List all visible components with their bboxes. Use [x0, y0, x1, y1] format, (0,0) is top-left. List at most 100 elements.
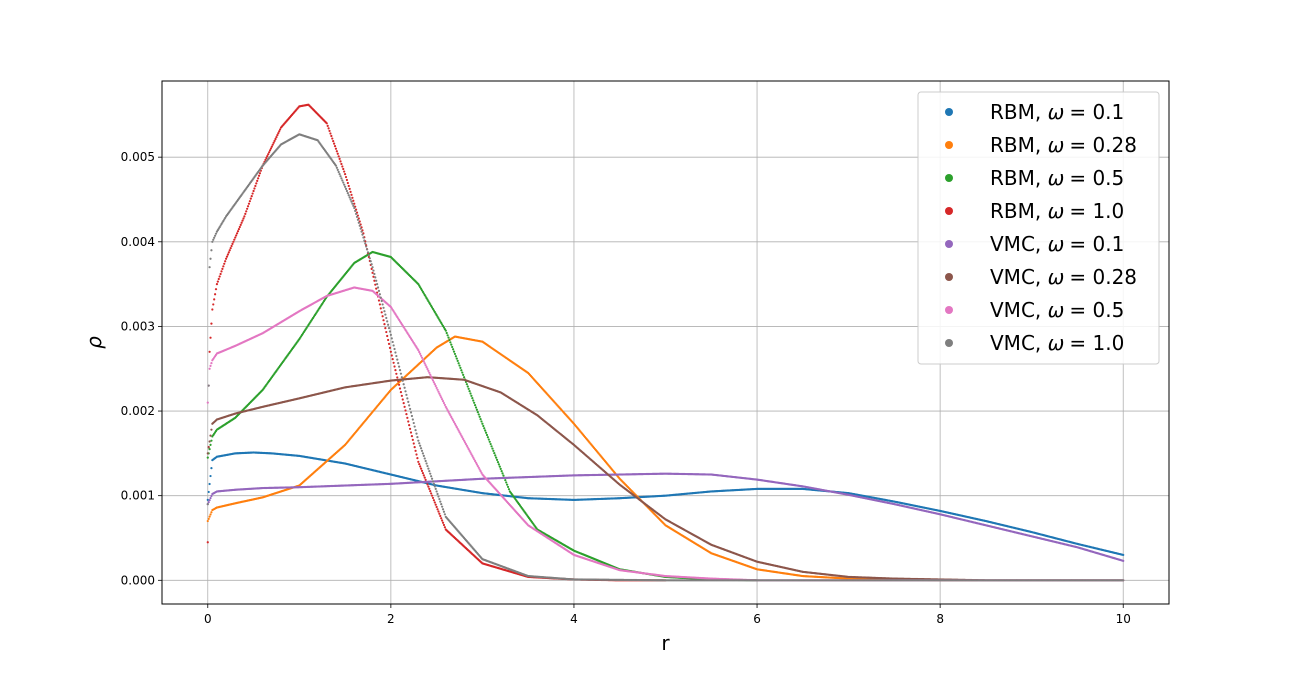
data-point: [466, 385, 469, 388]
data-point: [224, 257, 228, 260]
data-point: [393, 365, 396, 368]
data-point: [438, 512, 441, 515]
data-point: [207, 501, 210, 504]
data-point: [332, 139, 335, 143]
data-point: [413, 446, 416, 449]
data-point: [499, 467, 502, 470]
data-point: [406, 416, 409, 419]
data-point: [329, 132, 332, 135]
data-point: [408, 427, 412, 430]
data-point: [440, 517, 443, 520]
data-point: [223, 262, 226, 265]
data-point: [278, 130, 281, 133]
data-point: [340, 162, 343, 166]
data-point: [491, 447, 494, 450]
data-point: [504, 479, 507, 482]
data-point: [335, 150, 338, 153]
data-point: [439, 514, 442, 518]
data-point: [401, 398, 404, 401]
data-point: [375, 287, 378, 290]
data-point: [333, 142, 336, 145]
data-point: [447, 336, 450, 339]
data-point: [467, 387, 470, 390]
data-point: [221, 267, 224, 270]
data-point: [407, 420, 410, 423]
data-point: [380, 311, 383, 314]
data-point: [224, 260, 227, 263]
data-point: [246, 207, 249, 210]
data-point: [410, 435, 414, 438]
data-point: [235, 234, 238, 237]
data-point: [242, 217, 245, 220]
data-point: [471, 397, 474, 400]
data-point: [219, 272, 222, 276]
data-point: [212, 303, 215, 306]
data-point: [384, 327, 387, 330]
data-point: [496, 461, 500, 464]
data-point: [345, 178, 349, 182]
data-point: [338, 157, 341, 160]
data-point: [257, 174, 261, 177]
data-point: [473, 401, 476, 404]
data-point: [449, 341, 452, 344]
data-point: [273, 139, 276, 142]
data-point: [222, 265, 225, 268]
data-point: [208, 350, 211, 353]
data-point: [342, 167, 345, 171]
data-point: [328, 129, 331, 133]
data-point: [343, 170, 346, 173]
data-point: [226, 253, 230, 256]
data-point: [331, 137, 334, 140]
data-point: [441, 521, 445, 524]
data-point: [402, 402, 405, 405]
data-point: [371, 271, 374, 274]
series-4: [206, 472, 1125, 562]
data-point: [474, 406, 478, 409]
data-point: [208, 367, 211, 370]
data-point: [381, 315, 384, 318]
data-point: [419, 465, 422, 468]
data-point: [211, 308, 214, 311]
data-point: [416, 457, 419, 460]
data-point: [232, 240, 235, 243]
data-point: [487, 438, 490, 441]
data-point: [497, 463, 500, 466]
data-point: [506, 485, 510, 489]
data-point: [378, 303, 381, 306]
data-point: [216, 280, 219, 283]
data-point: [485, 433, 489, 437]
data-point: [414, 449, 417, 452]
data-point: [220, 270, 223, 273]
data-point: [442, 523, 446, 527]
data-point: [408, 424, 411, 427]
data-point: [208, 448, 211, 451]
data-point: [400, 394, 403, 397]
data-point: [382, 319, 385, 322]
data-point: [482, 424, 485, 428]
data-point: [209, 496, 212, 500]
data-point: [217, 277, 220, 281]
data-point: [245, 210, 248, 213]
data-point: [229, 247, 232, 250]
data-point: [383, 323, 386, 326]
data-point: [452, 350, 456, 353]
data-point: [480, 420, 483, 423]
data-point: [334, 147, 338, 150]
data-point: [237, 228, 240, 231]
data-point: [426, 483, 429, 486]
data-point: [244, 212, 247, 215]
data-point: [230, 244, 233, 248]
data-point: [444, 329, 447, 332]
data-point: [210, 361, 213, 365]
data-point: [435, 505, 438, 509]
data-point: [241, 219, 244, 222]
data-point: [206, 401, 209, 404]
data-point: [476, 411, 479, 414]
data-point: [343, 172, 347, 176]
data-point: [468, 390, 471, 393]
data-point: [256, 179, 259, 182]
data-point: [411, 438, 414, 441]
data-point: [481, 422, 484, 425]
data-point: [394, 369, 397, 372]
data-point: [486, 436, 489, 439]
